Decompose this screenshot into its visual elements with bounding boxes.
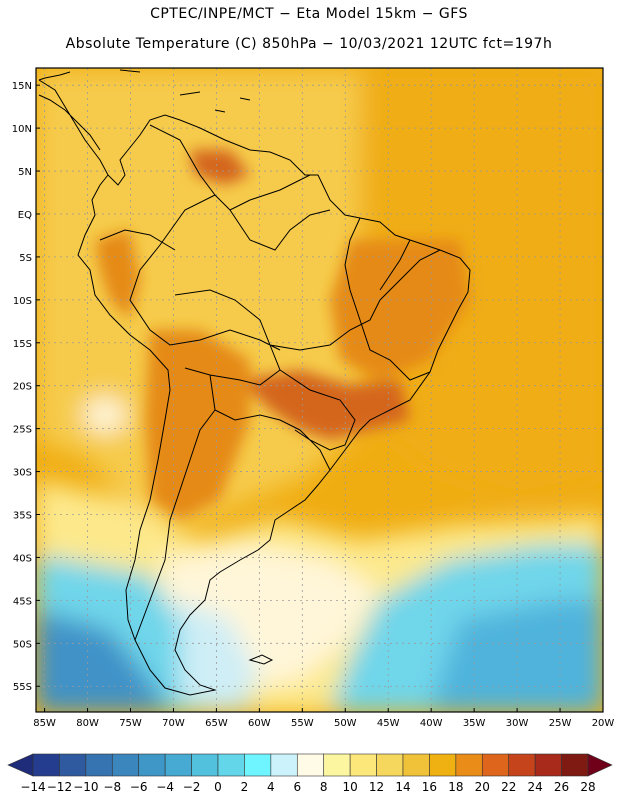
colorbar-label: −10 bbox=[73, 780, 98, 794]
colorbar-low-arrow bbox=[7, 753, 34, 777]
colorbar-label: 16 bbox=[422, 780, 437, 794]
latitude-label: EQ bbox=[18, 210, 32, 221]
colorbar-label: 18 bbox=[448, 780, 463, 794]
latitude-label: 25S bbox=[13, 425, 32, 436]
temperature-region bbox=[180, 600, 260, 712]
colorbar-swatch bbox=[323, 753, 351, 777]
colorbar-swatch bbox=[59, 753, 87, 777]
latitude-label: 45S bbox=[13, 596, 32, 607]
longitude-label: 55W bbox=[291, 718, 314, 729]
colorbar-label: 14 bbox=[395, 780, 410, 794]
temperature-field bbox=[36, 68, 603, 712]
colorbar-label: 10 bbox=[343, 780, 358, 794]
colorbar-swatch bbox=[534, 753, 562, 777]
longitude-label: 45W bbox=[377, 718, 400, 729]
latitude-label: 10N bbox=[12, 124, 32, 135]
colorbar-label: 28 bbox=[580, 780, 595, 794]
colorbar-swatch bbox=[296, 753, 325, 777]
latitude-label: 50S bbox=[13, 639, 32, 650]
latitude-label: 15S bbox=[13, 339, 32, 350]
colorbar-swatch bbox=[455, 753, 483, 777]
latitude-label: 5S bbox=[19, 253, 32, 264]
colorbar-label: 4 bbox=[267, 780, 275, 794]
colorbar-label: 22 bbox=[501, 780, 516, 794]
colorbar-label: −4 bbox=[156, 780, 174, 794]
colorbar-label: 24 bbox=[528, 780, 543, 794]
latitude-label: 55S bbox=[13, 682, 32, 693]
longitude-label: 85W bbox=[33, 718, 56, 729]
longitude-label: 80W bbox=[76, 718, 99, 729]
colorbar-swatch bbox=[191, 753, 219, 777]
colorbar-swatch bbox=[244, 753, 272, 777]
colorbar-label: −8 bbox=[103, 780, 121, 794]
colorbar-swatch bbox=[111, 753, 140, 777]
longitude-label: 20W bbox=[592, 718, 615, 729]
longitude-label: 75W bbox=[119, 718, 142, 729]
longitude-label: 70W bbox=[162, 718, 185, 729]
colorbar-swatch bbox=[508, 753, 536, 777]
latitude-label: 40S bbox=[13, 553, 32, 564]
longitude-label: 40W bbox=[420, 718, 443, 729]
latitude-label: 5N bbox=[18, 167, 32, 178]
colorbar-label: 26 bbox=[554, 780, 569, 794]
colorbar-label: 8 bbox=[320, 780, 328, 794]
longitude-label: 30W bbox=[506, 718, 529, 729]
latitude-label: 10S bbox=[13, 296, 32, 307]
country-borders bbox=[99, 124, 441, 641]
colorbar-swatch bbox=[349, 753, 377, 777]
caribbean-islands bbox=[119, 69, 251, 113]
longitude-label: 25W bbox=[549, 718, 572, 729]
latitude-label: 30S bbox=[13, 468, 32, 479]
map-gridlines bbox=[36, 68, 603, 712]
coastlines bbox=[38, 69, 471, 696]
colorbar-label: 12 bbox=[369, 780, 384, 794]
colorbar-swatch bbox=[85, 753, 113, 777]
map-subtitle: Absolute Temperature (C) 850hPa − 10/03/… bbox=[65, 36, 553, 52]
temperature-region bbox=[95, 230, 140, 320]
map-title: CPTEC/INPE/MCT − Eta Model 15km − GFS bbox=[150, 6, 468, 22]
colorbar-label: −2 bbox=[183, 780, 201, 794]
colorbar-label: −14 bbox=[20, 780, 45, 794]
colorbar-label: −6 bbox=[130, 780, 148, 794]
longitude-label: 60W bbox=[248, 718, 271, 729]
colorbar-swatch bbox=[481, 753, 510, 777]
colorbar-label: 0 bbox=[214, 780, 222, 794]
colorbar-swatch bbox=[217, 753, 245, 777]
colorbar-swatch bbox=[138, 753, 166, 777]
colorbar-label: 6 bbox=[293, 780, 301, 794]
longitude-axis: 85W 80W 75W 70W 65W 60W 55W 50W 45W 40W 35W 30W 25W 2… bbox=[33, 708, 614, 729]
temperature-region bbox=[360, 70, 603, 500]
colorbar-swatch bbox=[376, 753, 404, 777]
colorbar: −14 −12 −10 −8 −6 −4 −2 0 2 4 6 8 10 12 14 16 18 20 22 24 26… bbox=[7, 753, 613, 794]
longitude-label: 35W bbox=[463, 718, 486, 729]
colorbar-label: 2 bbox=[241, 780, 249, 794]
colorbar-swatch bbox=[402, 753, 430, 777]
colorbar-swatch bbox=[32, 753, 60, 777]
longitude-label: 65W bbox=[205, 718, 228, 729]
temperature-region bbox=[190, 150, 250, 185]
latitude-axis: 15N 10N 5N EQ 5S 10S 15S 20S 25S 30S 35S 40S 45S 50S 5… bbox=[12, 81, 40, 693]
longitude-label: 50W bbox=[334, 718, 357, 729]
temperature-region bbox=[330, 240, 470, 380]
colorbar-swatch bbox=[429, 753, 457, 777]
colorbar-swatch bbox=[270, 753, 298, 777]
latitude-label: 15N bbox=[12, 81, 32, 92]
temperature-region bbox=[36, 610, 170, 712]
map-frame bbox=[35, 67, 604, 713]
colorbar-label: 20 bbox=[475, 780, 490, 794]
colorbar-swatch bbox=[561, 753, 589, 777]
temperature-region bbox=[83, 397, 127, 433]
central-america bbox=[38, 71, 101, 151]
colorbar-high-arrow bbox=[587, 753, 613, 777]
latitude-label: 20S bbox=[13, 382, 32, 393]
latitude-label: 35S bbox=[13, 511, 32, 522]
falkland-islands bbox=[248, 654, 274, 665]
colorbar-swatch bbox=[164, 753, 192, 777]
colorbar-label: −12 bbox=[47, 780, 72, 794]
